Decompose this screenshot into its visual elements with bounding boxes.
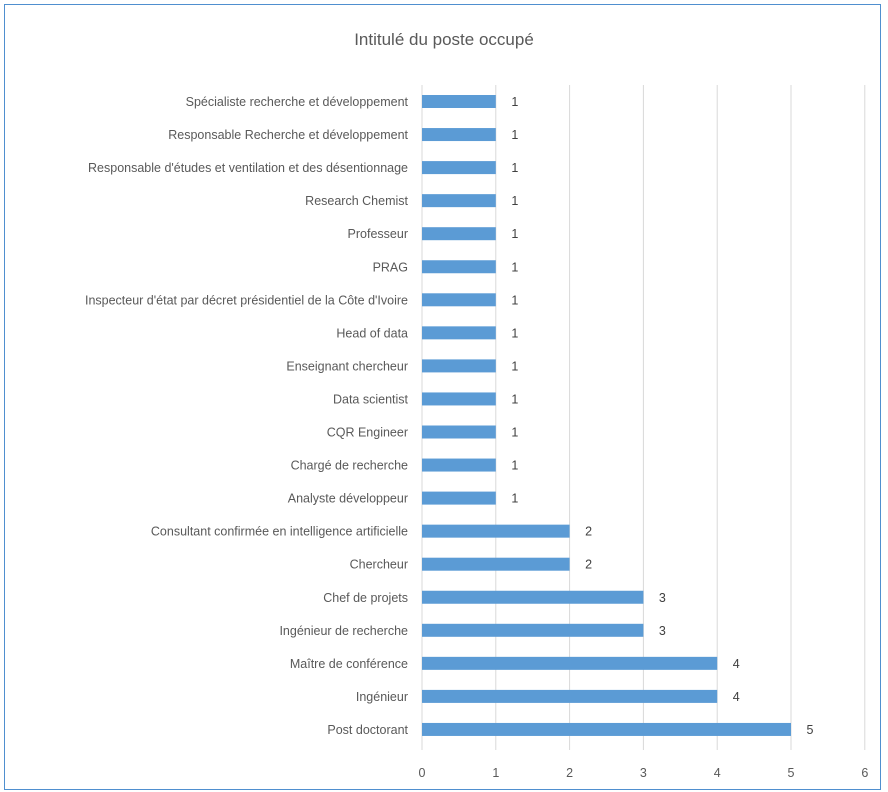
bar: [422, 491, 496, 505]
bar: [422, 227, 496, 241]
x-tick-label: 1: [492, 766, 499, 780]
bar: [422, 260, 496, 274]
bar: [422, 590, 644, 604]
bar: [422, 689, 718, 703]
data-label: 1: [511, 392, 518, 406]
x-tick-label: 6: [861, 766, 868, 780]
bar: [422, 425, 496, 439]
category-label: Chargé de recherche: [291, 459, 408, 473]
data-label: 1: [511, 492, 518, 506]
bar: [422, 392, 496, 406]
bar: [422, 326, 496, 340]
category-label: Ingénieur de recherche: [279, 624, 408, 638]
category-label: Data scientist: [333, 392, 409, 406]
x-tick-label: 4: [714, 766, 721, 780]
data-label: 1: [511, 227, 518, 241]
data-label: 3: [659, 624, 666, 638]
category-label: Responsable d'études et ventilation et d…: [88, 161, 408, 175]
data-label: 1: [511, 128, 518, 142]
data-label: 2: [585, 558, 592, 572]
chart-title: Intitulé du poste occupé: [354, 30, 534, 49]
bar: [422, 161, 496, 175]
category-label: Professeur: [348, 227, 408, 241]
data-label: 2: [585, 525, 592, 539]
category-label: Chef de projets: [323, 591, 408, 605]
category-label: Analyste développeur: [288, 492, 408, 506]
bar: [422, 95, 496, 108]
bar: [422, 722, 791, 736]
data-label: 1: [511, 459, 518, 473]
category-label: Spécialiste recherche et développement: [186, 95, 409, 109]
data-label: 1: [511, 359, 518, 373]
category-label: Chercheur: [350, 558, 408, 572]
data-label: 4: [733, 657, 740, 671]
bar: [422, 623, 644, 637]
category-label: PRAG: [373, 260, 408, 274]
bar: [422, 194, 496, 208]
data-label: 4: [733, 690, 740, 704]
category-label: Ingénieur: [356, 690, 408, 704]
category-label: Responsable Recherche et développement: [168, 128, 408, 142]
x-tick-label: 5: [788, 766, 795, 780]
category-label: Maître de conférence: [290, 657, 408, 671]
data-label: 1: [511, 293, 518, 307]
category-label: Head of data: [336, 326, 408, 340]
bar: [422, 524, 570, 538]
data-label: 1: [511, 260, 518, 274]
category-label: Inspecteur d'état par décret présidentie…: [85, 293, 408, 307]
bar: [422, 557, 570, 571]
category-label: CQR Engineer: [327, 426, 408, 440]
category-label: Research Chemist: [305, 194, 408, 208]
bar: [422, 359, 496, 373]
category-label: Enseignant chercheur: [286, 359, 408, 373]
data-label: 3: [659, 591, 666, 605]
data-label: 1: [511, 95, 518, 109]
data-label: 1: [511, 326, 518, 340]
x-tick-label: 0: [419, 766, 426, 780]
bar: [422, 293, 496, 307]
x-tick-label: 3: [640, 766, 647, 780]
bar: [422, 656, 718, 670]
data-label: 5: [807, 723, 814, 737]
bar: [422, 458, 496, 472]
x-tick-label: 2: [566, 766, 573, 780]
category-label: Post doctorant: [327, 723, 408, 737]
data-label: 1: [511, 426, 518, 440]
category-label: Consultant confirmée en intelligence art…: [151, 525, 408, 539]
data-label: 1: [511, 161, 518, 175]
data-label: 1: [511, 194, 518, 208]
bar: [422, 128, 496, 142]
